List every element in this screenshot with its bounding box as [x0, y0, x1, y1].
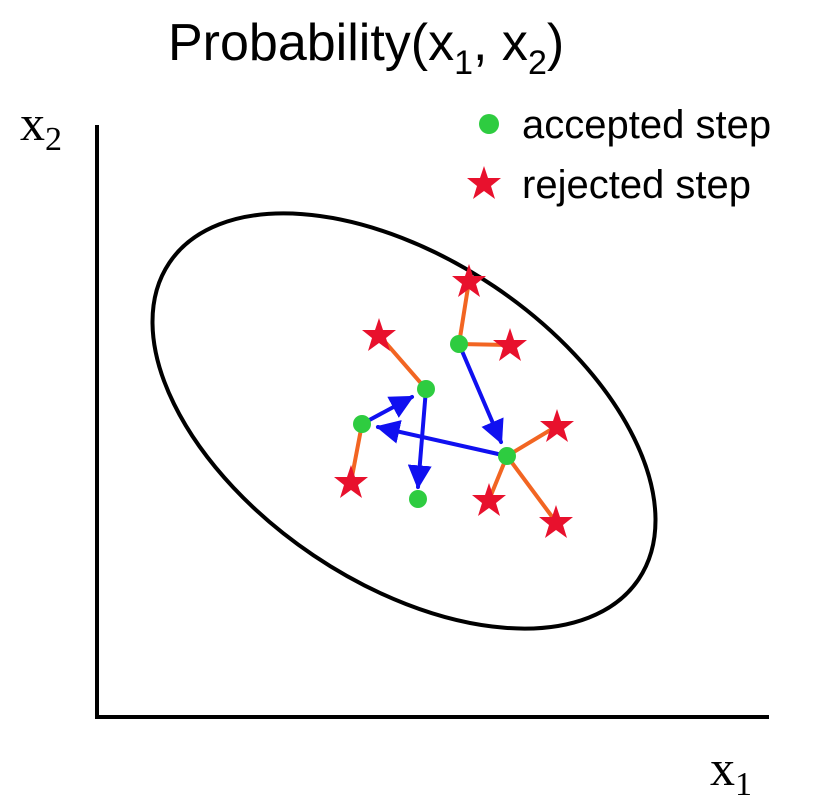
rejected-markers	[334, 264, 574, 538]
rejected-step-star	[539, 505, 573, 538]
accepted-step-dot	[450, 335, 468, 353]
title-separator: , x	[473, 14, 528, 72]
rejected-paths	[349, 279, 559, 524]
title-subscript-2: 2	[528, 44, 547, 82]
rejected-path-line	[457, 279, 471, 346]
rejected-step-star	[472, 483, 506, 516]
legend-accepted-label: accepted step	[522, 103, 771, 147]
accepted-path-arrow	[407, 387, 432, 490]
legend: accepted step rejected step	[467, 103, 771, 207]
legend-rejected-label: rejected step	[522, 163, 751, 207]
legend-rejected-star	[467, 166, 501, 199]
probability-contour	[150, 211, 658, 631]
x-axis-label-subscript: 1	[735, 766, 752, 803]
accepted-paths	[360, 342, 509, 490]
accepted-markers	[353, 335, 516, 508]
accepted-step-dot	[353, 415, 371, 433]
title-subscript-1: 1	[454, 44, 473, 82]
rejected-path-line	[505, 454, 558, 524]
rejected-step-star	[334, 465, 368, 498]
legend-accepted-dot	[479, 114, 499, 134]
accepted-path-arrow	[457, 342, 504, 445]
x-axis-label: x1	[710, 740, 752, 803]
rejected-step-star	[540, 409, 574, 442]
title-main: Probability(x	[168, 14, 454, 72]
y-axis-label-subscript: 2	[45, 121, 62, 158]
diagram-title: Probability(x1, x2)	[168, 14, 564, 82]
accepted-step-dot	[409, 490, 427, 508]
x-axis-label-main: x	[710, 740, 735, 796]
y-axis-label: x2	[20, 95, 62, 158]
rejected-path-line	[505, 424, 559, 458]
accepted-path-arrow	[360, 395, 415, 426]
accepted-path-arrow	[375, 420, 509, 458]
title-close: )	[547, 14, 564, 72]
accepted-step-dot	[498, 447, 516, 465]
rejected-step-star	[452, 264, 486, 297]
rejected-step-star	[362, 318, 396, 351]
accepted-step-dot	[417, 380, 435, 398]
y-axis-label-main: x	[20, 95, 45, 151]
rejected-step-star	[493, 328, 527, 361]
